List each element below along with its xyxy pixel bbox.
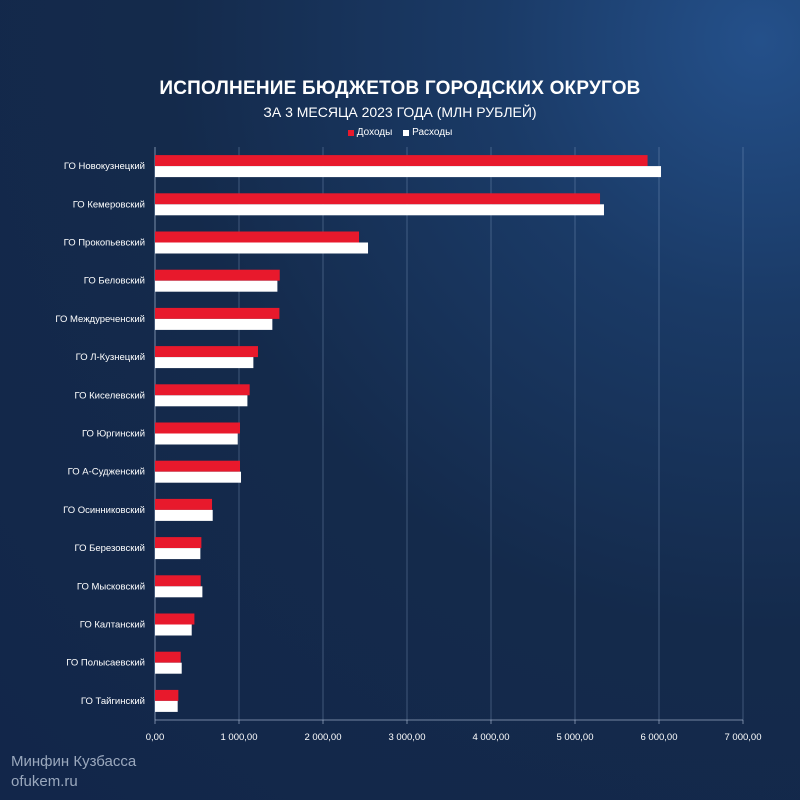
bar-expense [155, 166, 662, 178]
bar-income [155, 422, 241, 434]
bar-income [155, 384, 250, 396]
bar-income [155, 613, 195, 625]
legend: Доходы Расходы [0, 127, 800, 139]
category-label: ГО Беловский [84, 276, 145, 287]
bar-income [155, 651, 181, 663]
bar-expense [155, 586, 203, 598]
bar-income [155, 689, 179, 701]
bar-income [155, 537, 202, 549]
footer: Минфин Кузбасса ofukem.ru [11, 752, 136, 792]
category-label: ГО Юргинский [82, 429, 145, 440]
bar-income [155, 155, 648, 167]
x-tick-label: 7 000,00 [725, 732, 762, 743]
legend-item-income: Доходы [347, 127, 393, 138]
chart-title: ИСПОЛНЕНИЕ БЮДЖЕТОВ ГОРОДСКИХ ОКРУГОВ [159, 78, 641, 99]
category-label: ГО Новокузнецкий [64, 161, 145, 172]
chart-subtitle: ЗА 3 МЕСЯЦА 2023 ГОДА (МЛН РУБЛЕЙ) [263, 104, 537, 120]
bar-income [155, 307, 280, 319]
bar-expense [155, 242, 369, 254]
category-label: ГО Кемеровский [73, 199, 145, 210]
bar-income [155, 231, 360, 243]
bar-income [155, 193, 601, 205]
x-tick-label: 0,00 [146, 732, 165, 743]
category-label: ГО А-Судженский [68, 467, 145, 478]
bar-income [155, 269, 280, 281]
category-label: ГО Осинниковский [63, 505, 145, 516]
footer-site: ofukem.ru [11, 773, 78, 790]
bar-expense [155, 357, 254, 369]
bar-expense [155, 433, 238, 445]
category-label: ГО Полысаевский [66, 658, 145, 669]
legend-label-expense: Расходы [412, 127, 453, 138]
bar-expense [155, 280, 278, 292]
category-label: ГО Березовский [74, 543, 145, 554]
bar-expense [155, 662, 182, 674]
legend-swatch-income [347, 129, 354, 136]
x-tick-label: 3 000,00 [389, 732, 426, 743]
bar-income [155, 575, 201, 587]
bar-income [155, 498, 213, 510]
x-tick-label: 4 000,00 [473, 732, 510, 743]
category-label: ГО Тайгинский [81, 696, 145, 707]
legend-label-income: Доходы [356, 127, 393, 138]
bar-expense [155, 700, 178, 712]
x-tick-label: 2 000,00 [305, 732, 342, 743]
bar-income [155, 460, 241, 472]
bar-expense [155, 624, 192, 636]
category-label: ГО Калтанский [80, 620, 145, 631]
legend-swatch-expense [403, 129, 410, 136]
category-label: ГО Мысковский [77, 581, 145, 592]
category-label: ГО Л-Кузнецкий [76, 352, 145, 363]
category-label: ГО Киселевский [75, 390, 146, 401]
bar-expense [155, 509, 213, 521]
category-label: ГО Междуреченский [55, 314, 145, 325]
x-tick-label: 6 000,00 [641, 732, 678, 743]
category-label: ГО Прокопьевский [64, 238, 145, 249]
bar-expense [155, 204, 604, 216]
x-tick-label: 5 000,00 [557, 732, 594, 743]
bar-expense [155, 548, 201, 560]
bar-income [155, 346, 258, 358]
bar-expense [155, 395, 248, 407]
footer-org: Минфин Кузбасса [11, 753, 137, 770]
legend-item-expense: Расходы [403, 127, 452, 138]
bar-expense [155, 471, 242, 483]
bar-expense [155, 318, 273, 330]
x-tick-label: 1 000,00 [221, 732, 258, 743]
